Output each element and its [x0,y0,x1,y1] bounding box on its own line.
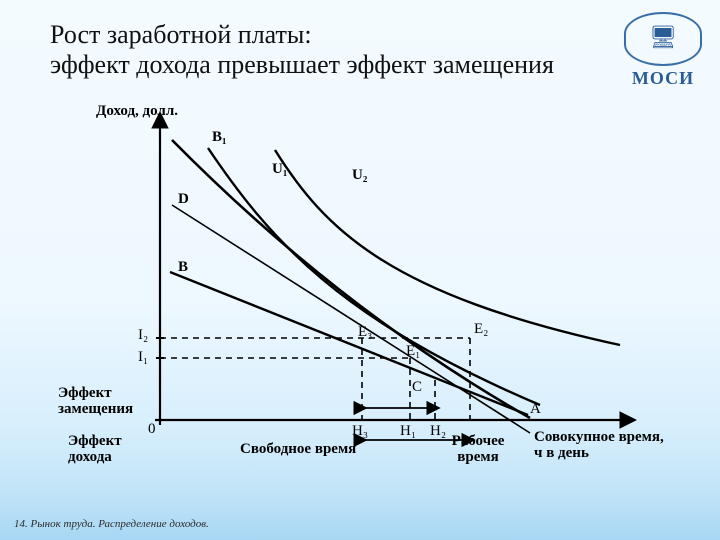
label-a: A [530,402,541,418]
curve-u1 [208,148,540,405]
label-yaxis: Доход, долл. [96,104,178,120]
label-xaxis1: Свободное время [240,442,356,458]
economics-chart: Доход, долл. B₁ D B U₁ U₂ I₁ I₂ E₃ E₁ E₂… [40,110,680,490]
logo: 🖥 МОСИ [624,12,702,89]
label-d: D [178,192,189,208]
title-line2: эффект дохода превышает эффект замещения [50,50,554,79]
label-b1: B₁ [212,130,227,146]
label-c: C [412,380,422,396]
label-xaxis3: Совокупное время,ч в день [534,430,684,462]
line-ba [170,272,528,415]
label-b: B [178,260,188,276]
monitor-icon: 🖥 [649,25,677,51]
label-h1: H₁ [400,424,416,440]
label-u1: U₁ [272,162,287,178]
label-u2: U₂ [352,168,367,184]
label-i1: I₁ [138,350,148,366]
title-line1: Рост заработной платы: [50,20,312,49]
curve-u2 [275,150,620,345]
logo-text: МОСИ [624,68,702,89]
footer-text: 14. Рынок труда. Распределение доходов. [14,518,209,530]
label-effect-inc: Эффектдохода [68,434,158,466]
label-h3: H₃ [352,424,368,440]
logo-ring-icon: 🖥 [624,12,702,66]
label-i2: I₂ [138,328,148,344]
label-e2: E₂ [474,322,488,338]
label-effect-sub: Эффектзамещения [58,386,153,418]
label-e1: E₁ [406,344,420,360]
label-xaxis2: Рабочеевремя [438,434,518,466]
label-e3: E₃ [358,325,372,341]
